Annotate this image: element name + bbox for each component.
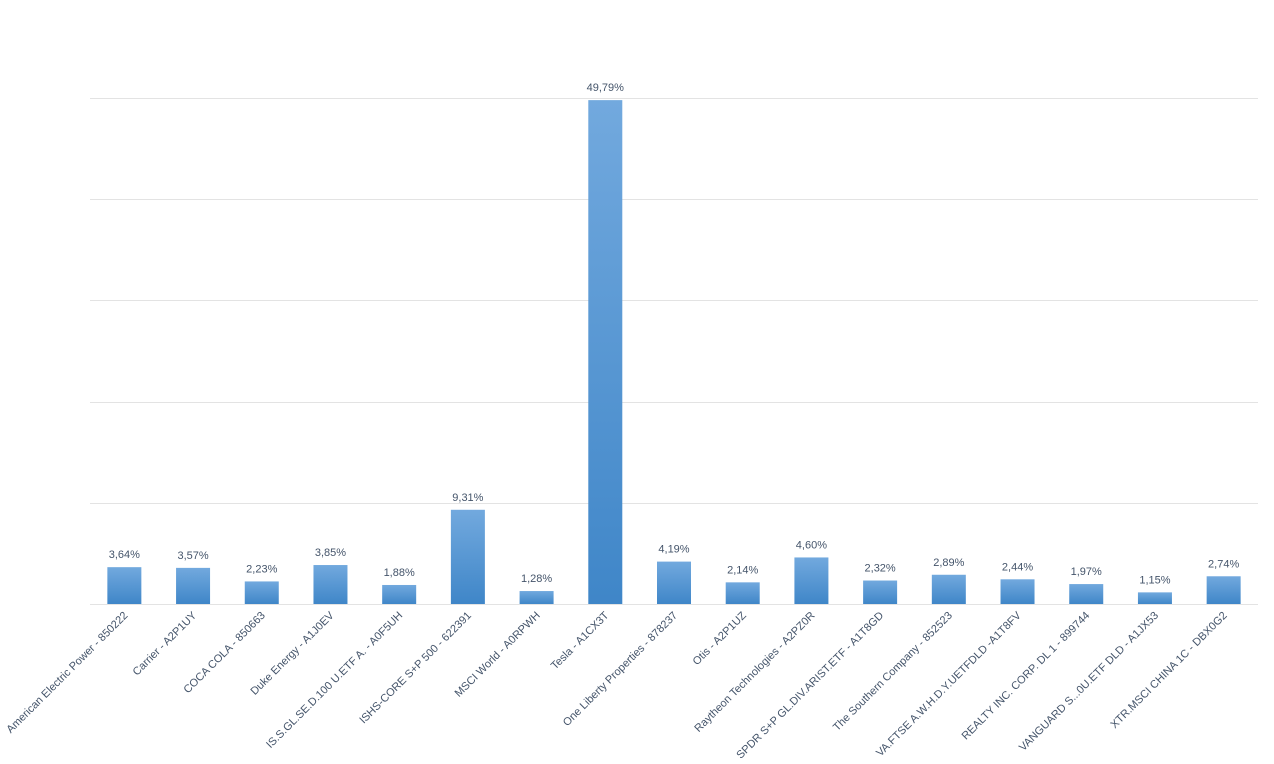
bar[interactable] <box>725 582 760 604</box>
data-label: 3,57% <box>177 550 208 562</box>
x-tick-label: Carrier - A2P1UY <box>131 609 200 678</box>
bar[interactable] <box>1000 579 1035 604</box>
x-axis-labels: American Electric Power - 850222 Carrier … <box>4 609 1229 761</box>
data-labels: 3,64% 3,57% 2,23% 3,85% 1,88% 9,31% 1,28% 49,79… <box>109 82 1240 586</box>
bar[interactable] <box>1206 576 1241 604</box>
x-tick-label: Otis - A2P1UZ <box>691 609 749 667</box>
data-label: 1,88% <box>384 567 415 579</box>
x-tick-label: Tesla - A1CX3T <box>549 609 612 672</box>
bar[interactable] <box>657 561 691 604</box>
data-label: 49,79% <box>587 82 625 94</box>
bar[interactable] <box>313 565 348 604</box>
bar[interactable] <box>244 581 279 604</box>
bar[interactable] <box>176 567 211 604</box>
data-label: 2,32% <box>865 563 896 575</box>
bar[interactable] <box>382 584 417 604</box>
gridlines <box>90 98 1258 605</box>
data-label: 2,23% <box>246 563 277 575</box>
bar[interactable] <box>1069 584 1104 604</box>
bar[interactable] <box>1137 592 1172 604</box>
data-label: 9,31% <box>452 492 483 504</box>
x-tick-label: American Electric Power - 850222 <box>4 610 130 736</box>
bar[interactable] <box>450 509 485 604</box>
x-tick-label: REALTY INC. CORP. DL 1 - 899744 <box>960 610 1093 743</box>
data-label: 1,97% <box>1071 566 1102 578</box>
data-label: 3,64% <box>109 549 140 561</box>
data-label: 2,74% <box>1208 558 1239 570</box>
x-tick-label: Raytheon Technologies - A2PZ0R <box>692 610 817 735</box>
data-label: 1,15% <box>1139 574 1170 586</box>
x-tick-label: VA.FTSE A.W.H.D.Y.UETFDLD -A1T8FV <box>874 609 1024 759</box>
data-label: 4,60% <box>796 539 827 551</box>
bars <box>107 100 1241 605</box>
x-tick-label: IS.S.GL.SE.D.100 U.ETF A. - A0F5UH <box>264 610 405 751</box>
x-tick-label: SPDR S+P GL.DIV.ARIST.ETF - A1T8GD <box>734 610 886 759</box>
x-tick-label: XTR.MSCI CHINA 1C - DBX0G2 <box>1108 610 1229 731</box>
bar[interactable] <box>107 567 142 604</box>
bar[interactable] <box>931 574 966 604</box>
x-tick-label: VANGUARD S...0U.ETF DLD - A1JX53 <box>1017 610 1161 754</box>
data-label: 2,89% <box>933 557 964 569</box>
bar[interactable] <box>588 100 623 605</box>
x-tick-label: One Liberty Properties - 878237 <box>561 610 680 729</box>
data-label: 2,44% <box>1002 561 1033 573</box>
data-label: 3,85% <box>315 547 346 559</box>
bar[interactable] <box>863 580 898 604</box>
data-label: 4,19% <box>658 544 689 556</box>
data-label: 1,28% <box>521 573 552 585</box>
data-label: 2,14% <box>727 564 758 576</box>
bar[interactable] <box>794 557 829 604</box>
x-tick-label: The Southern Company - 852523 <box>831 610 955 734</box>
bar[interactable] <box>519 591 554 604</box>
x-tick-label: ISHS-CORE S+P 500 - 622391 <box>357 610 474 727</box>
